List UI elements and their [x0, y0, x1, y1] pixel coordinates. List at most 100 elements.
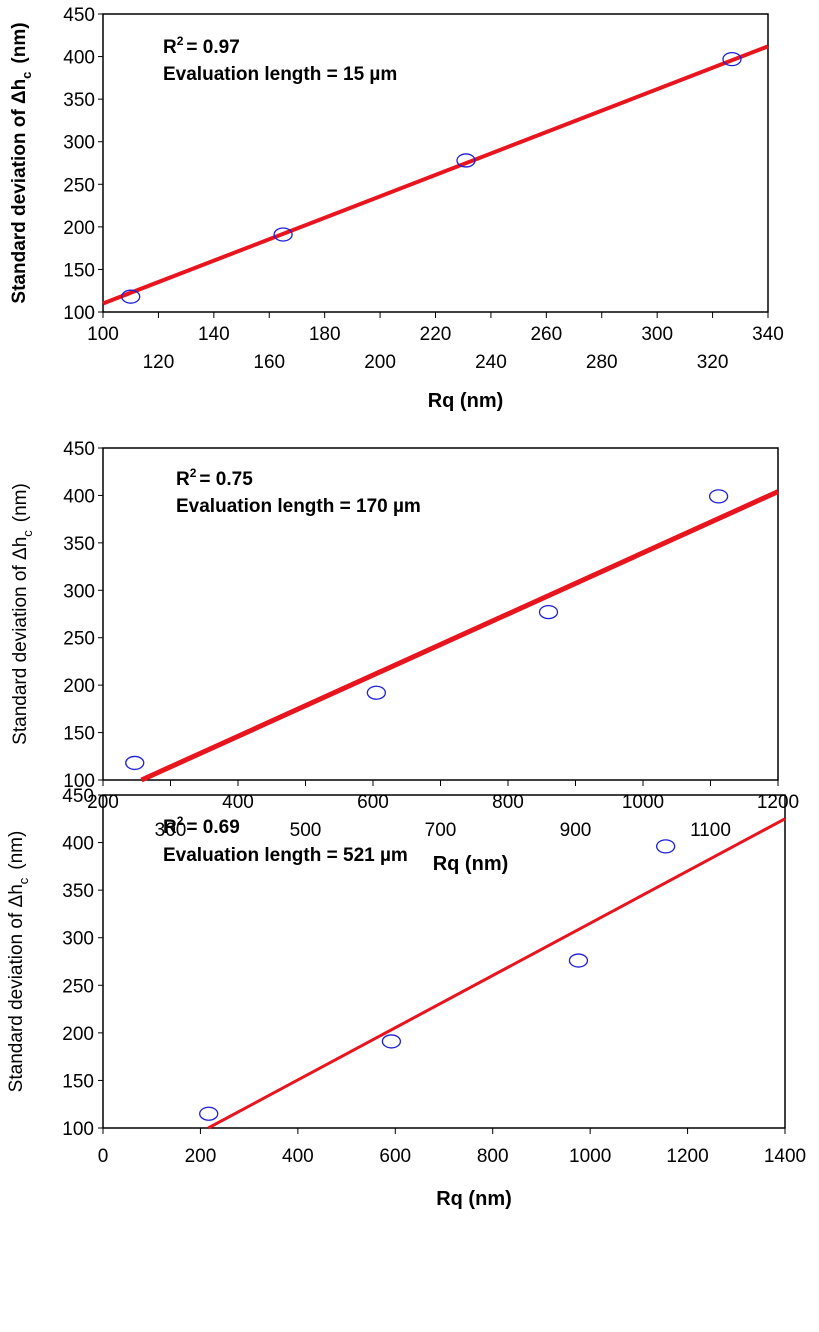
y-tick-label: 200: [63, 676, 95, 697]
data-point: [125, 755, 145, 771]
x-tick-label: 320: [697, 352, 729, 373]
y-tick-label: 400: [63, 48, 95, 69]
x-tick-label: 1000: [569, 1146, 611, 1167]
x-axis-label: Rq (nm): [428, 390, 504, 412]
x-tick-label: 1100: [690, 820, 731, 841]
y-tick-label: 100: [63, 771, 95, 792]
data-point: [722, 51, 742, 67]
y-tick-label: 200: [62, 1024, 94, 1045]
y-tick-label: 450: [62, 786, 94, 807]
y-axis-label-main: Standard deviation of Δh: [6, 884, 27, 1092]
data-point: [273, 227, 293, 242]
y-tick-label: 250: [63, 629, 95, 650]
y-axis-label-subscript: c: [16, 877, 31, 884]
r-squared-exponent: 2: [190, 466, 197, 480]
data-point: [568, 953, 589, 968]
evaluation-length-annotation: Evaluation length = 521 µm: [163, 845, 408, 866]
r-squared-exponent: 2: [177, 814, 184, 828]
y-axis-label-subscript: c: [19, 72, 34, 79]
x-tick-label: 160: [253, 352, 285, 373]
y-tick-label: 150: [62, 1071, 94, 1092]
r-squared-exponent: 2: [177, 34, 184, 48]
y-tick-label: 200: [63, 218, 95, 239]
x-tick-label: 180: [309, 324, 341, 345]
y-tick-label: 400: [62, 834, 94, 855]
y-axis-label-unit: (nm): [9, 22, 30, 63]
y-tick-label: 150: [63, 724, 95, 745]
x-tick-label: 400: [222, 792, 254, 813]
x-tick-label: 280: [586, 352, 618, 373]
y-axis-label: Standard deviation of Δhc (nm): [9, 22, 34, 303]
y-axis-label-subscript: c: [20, 530, 35, 537]
data-point: [381, 1034, 402, 1049]
x-tick-label: 100: [87, 324, 119, 345]
y-axis-label-unit: (nm): [10, 483, 31, 522]
y-tick-label: 400: [63, 486, 95, 507]
data-point: [538, 604, 559, 620]
x-tick-label: 340: [752, 324, 784, 345]
regression-line: [102, 44, 769, 306]
x-tick-label: 200: [364, 352, 396, 373]
y-tick-label: 350: [63, 534, 95, 555]
y-tick-label: 300: [63, 581, 95, 602]
x-tick-label: 1200: [757, 792, 799, 813]
y-axis-label: Standard deviation of Δhc (nm): [6, 831, 31, 1093]
regression-line: [207, 817, 786, 1130]
y-tick-label: 150: [63, 260, 95, 281]
data-point: [708, 489, 729, 504]
y-axis-label-main: Standard deviation of Δh: [10, 537, 31, 745]
plot-frame: [102, 794, 786, 1129]
r-squared-symbol: R: [176, 469, 190, 490]
x-tick-label: 800: [477, 1146, 509, 1167]
x-tick-label: 1400: [764, 1146, 806, 1167]
y-tick-label: 250: [63, 175, 95, 196]
x-tick-label: 200: [185, 1146, 217, 1167]
y-tick-label: 350: [62, 881, 94, 902]
data-point: [656, 839, 676, 854]
y-axis-label: Standard deviation of Δhc (nm): [10, 483, 35, 745]
y-tick-label: 300: [63, 133, 95, 154]
x-tick-label: 600: [357, 792, 389, 813]
y-tick-label: 300: [62, 929, 94, 950]
x-tick-label: 260: [530, 324, 562, 345]
data-point: [366, 685, 387, 700]
r-squared-annotation: R2 = 0.75: [176, 466, 253, 490]
y-tick-label: 450: [63, 5, 95, 26]
x-tick-label: 1200: [666, 1146, 708, 1167]
x-tick-label: 0: [98, 1146, 109, 1167]
r-squared-value: = 0.69: [186, 817, 239, 838]
x-tick-label: 600: [379, 1146, 411, 1167]
evaluation-length-annotation: Evaluation length = 170 µm: [176, 496, 421, 517]
r-squared-annotation: R2 = 0.69: [163, 814, 240, 838]
r-squared-symbol: R: [163, 817, 177, 838]
x-tick-label: 800: [492, 792, 524, 813]
data-point: [456, 153, 476, 168]
r-squared-symbol: R: [163, 37, 177, 58]
y-tick-label: 100: [63, 303, 95, 324]
x-tick-label: 1000: [622, 792, 664, 813]
x-tick-label: 240: [475, 352, 507, 373]
x-tick-label: 500: [290, 820, 322, 841]
y-axis-label-main: Standard deviation of Δh: [9, 79, 30, 304]
y-tick-label: 450: [63, 439, 95, 460]
x-tick-label: 140: [198, 324, 230, 345]
r-squared-value: = 0.97: [186, 37, 239, 58]
y-tick-label: 100: [62, 1119, 94, 1140]
y-axis-label-unit: (nm): [6, 831, 27, 870]
chart-panel-3: 100 150 200 250 300 350 400 450 0 200 400 600 800 100…: [6, 786, 806, 1210]
x-tick-label: 300: [641, 324, 673, 345]
chart-panel-1: 100 150 200 250 300 350 400 450 100 140 180 220 260 3…: [9, 5, 784, 412]
x-tick-label: 900: [560, 820, 592, 841]
x-tick-label: 120: [143, 352, 175, 373]
y-tick-label: 250: [62, 976, 94, 997]
r-squared-annotation: R2 = 0.97: [163, 34, 240, 58]
data-point: [199, 1106, 219, 1121]
x-tick-label: 400: [282, 1146, 314, 1167]
x-axis-label: Rq (nm): [436, 1188, 512, 1210]
data-point: [121, 289, 141, 304]
x-tick-label: 700: [425, 820, 457, 841]
regression-line: [140, 489, 780, 783]
r-squared-value: = 0.75: [199, 469, 253, 490]
